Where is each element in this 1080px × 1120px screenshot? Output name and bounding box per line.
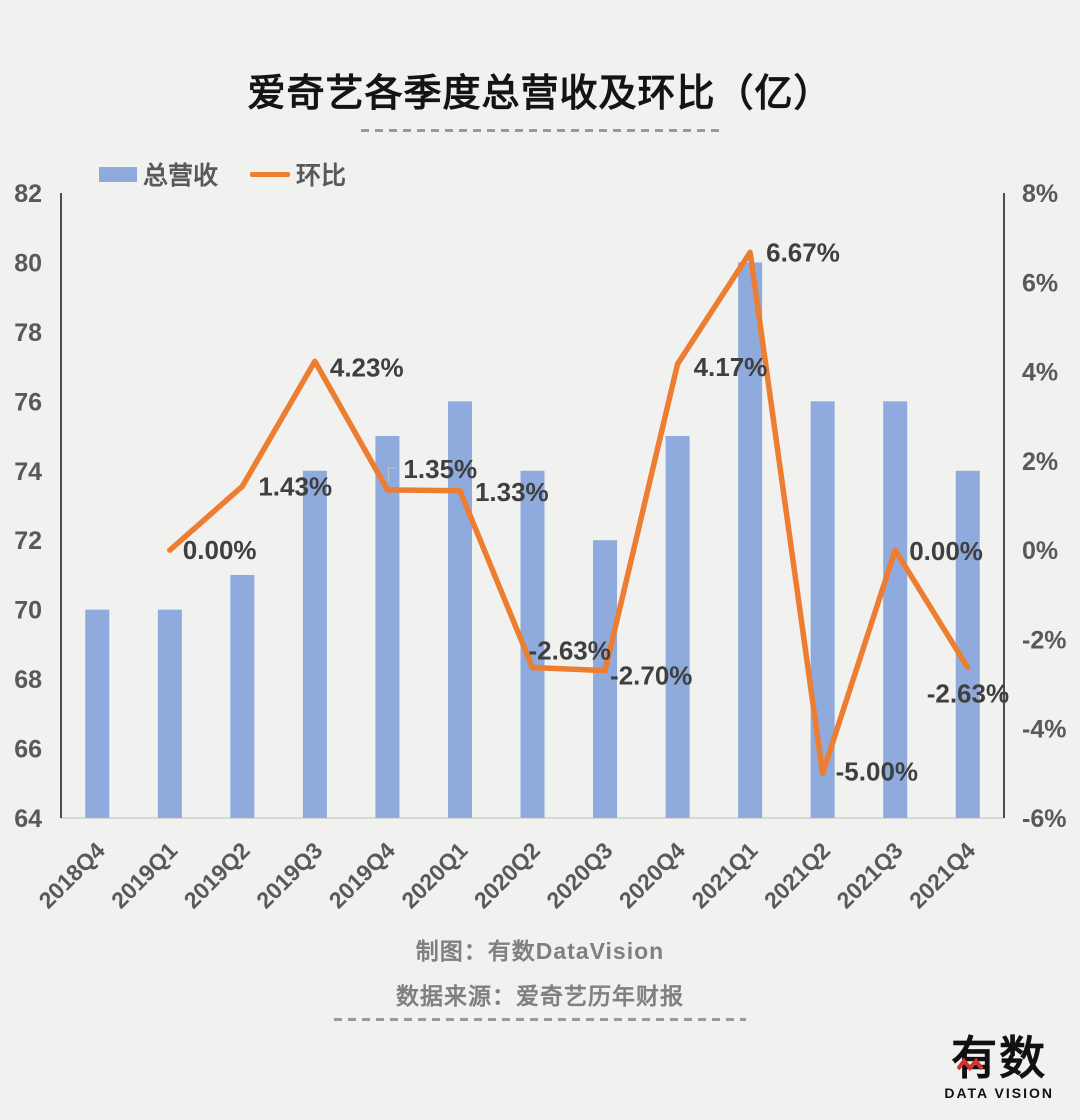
- legend: 总营收 环比: [99, 158, 346, 190]
- right-axis-tick: -2%: [1022, 626, 1066, 654]
- data-label: 1.43%: [258, 471, 332, 501]
- title-separator: [361, 129, 719, 132]
- x-axis-label: 2018Q4: [34, 837, 110, 913]
- x-axis-label: 2019Q4: [324, 837, 400, 913]
- logo-subtitle: DATA VISION: [944, 1085, 1054, 1102]
- revenue-bar: [593, 540, 618, 818]
- right-axis-tick: 8%: [1022, 180, 1058, 208]
- line-legend-label: 环比: [296, 162, 347, 190]
- data-label: 1.33%: [475, 477, 549, 507]
- x-axis-label: 2021Q4: [904, 837, 980, 913]
- left-axis-tick: 68: [14, 666, 42, 694]
- data-label: 0.00%: [183, 535, 257, 565]
- left-axis-tick: 74: [14, 458, 42, 486]
- logo-text: 有数: [944, 1034, 1054, 1082]
- right-axis-tick: 0%: [1022, 537, 1058, 565]
- revenue-bar: [230, 574, 255, 818]
- revenue-bars: [85, 262, 980, 818]
- data-label: 4.17%: [694, 352, 768, 382]
- revenue-bar: [375, 436, 400, 818]
- data-label: 4.23%: [330, 352, 404, 382]
- data-label: -2.70%: [610, 661, 692, 691]
- bar-legend-swatch-icon: [99, 166, 137, 182]
- x-axis-label: 2019Q1: [106, 837, 182, 913]
- left-axis-tick: 72: [14, 527, 42, 555]
- x-axis-label: 2021Q3: [831, 837, 907, 913]
- revenue-bar: [302, 470, 327, 818]
- data-label: -2.63%: [927, 679, 1009, 709]
- bar-legend-label: 总营收: [143, 162, 219, 190]
- left-axis-ticks: 82 80 78 76 74 72 70 68 66 64: [14, 180, 42, 833]
- left-axis-tick: 70: [14, 597, 42, 625]
- revenue-bar: [447, 401, 472, 818]
- x-axis-label: 2020Q3: [541, 837, 617, 913]
- right-axis-tick: 6%: [1022, 269, 1058, 297]
- logo-characters: 有数: [951, 1032, 1048, 1084]
- left-axis-tick: 80: [14, 249, 42, 277]
- x-axis-label: 2021Q1: [686, 837, 762, 913]
- data-label: 1.35%: [403, 454, 477, 484]
- x-axis-label: 2021Q2: [759, 837, 835, 913]
- revenue-bar: [738, 262, 763, 818]
- data-label: 6.67%: [766, 237, 840, 267]
- data-label: -2.63%: [529, 636, 611, 666]
- left-axis-tick: 66: [14, 736, 42, 764]
- x-axis-label: 2019Q2: [179, 837, 255, 913]
- revenue-bar: [883, 401, 908, 818]
- x-axis-label: 2020Q4: [614, 837, 690, 913]
- logo-red-zigzag-icon: [957, 1058, 984, 1072]
- x-axis-label: 2020Q1: [396, 837, 472, 913]
- data-label: -5.00%: [836, 756, 918, 786]
- right-axis-tick: 4%: [1022, 359, 1058, 387]
- left-axis-tick: 76: [14, 388, 42, 416]
- credit-line: 制图：有数DataVision: [415, 938, 665, 964]
- right-axis-tick: 2%: [1022, 448, 1058, 476]
- x-axis-labels: 2018Q42019Q12019Q22019Q32019Q42020Q12020…: [34, 837, 981, 913]
- left-axis-tick: 64: [14, 805, 42, 833]
- qoq-line: [167, 249, 971, 777]
- revenue-bar: [665, 436, 690, 818]
- data-labels: 0.00%1.43%4.23%1.35%1.33%-2.63%-2.70%4.1…: [183, 237, 1009, 786]
- revenue-bar: [955, 470, 980, 818]
- right-axis-tick: -4%: [1022, 716, 1066, 744]
- line-legend-swatch-icon: [250, 171, 291, 177]
- right-axis-tick: -6%: [1022, 805, 1066, 833]
- x-axis-label: 2020Q2: [469, 837, 545, 913]
- x-axis-label: 2019Q3: [251, 837, 327, 913]
- right-axis-ticks: 8% 6% 4% 2% 0% -2% -4% -6%: [1022, 180, 1066, 833]
- left-axis-tick: 78: [14, 319, 42, 347]
- source-line: 数据来源：爱奇艺历年财报: [396, 983, 684, 1009]
- label-leader-line: [387, 467, 397, 482]
- revenue-bar: [85, 609, 110, 818]
- data-label: 0.00%: [909, 536, 983, 566]
- chart-title: 爱奇艺各季度总营收及环比（亿）: [247, 73, 833, 115]
- footer-separator: [334, 1018, 746, 1021]
- brand-logo: 有数 DATA VISION: [944, 1034, 1054, 1101]
- left-axis-tick: 82: [14, 180, 42, 208]
- revenue-bar: [157, 609, 182, 818]
